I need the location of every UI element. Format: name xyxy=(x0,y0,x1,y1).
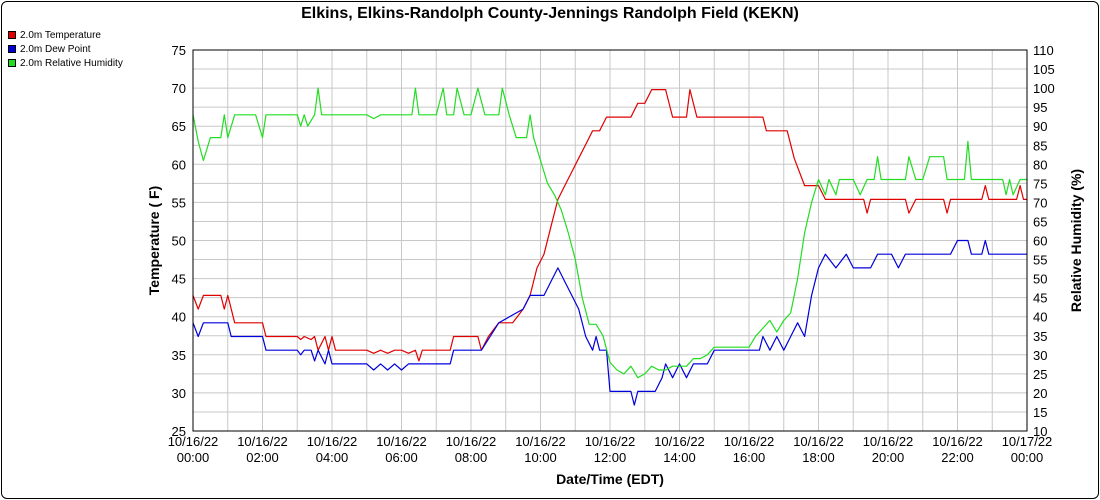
y-right-tick-label: 10 xyxy=(1033,424,1047,439)
x-tick-time-label: 04:00 xyxy=(316,450,349,465)
y-right-tick-label: 60 xyxy=(1033,234,1047,249)
legend-item-relative-humidity: 2.0m Relative Humidity xyxy=(8,56,123,70)
x-tick-time-label: 22:00 xyxy=(941,450,974,465)
y-right-tick-label: 15 xyxy=(1033,405,1047,420)
x-tick-time-label: 14:00 xyxy=(663,450,696,465)
legend-swatch-temperature xyxy=(8,31,16,39)
y-axis-label-left: Temperature ( F) xyxy=(146,186,162,295)
legend-swatch-dew-point xyxy=(8,45,16,53)
y-right-tick-label: 95 xyxy=(1033,100,1047,115)
y-right-tick-label: 30 xyxy=(1033,348,1047,363)
y-left-tick-label: 30 xyxy=(172,386,186,401)
y-left-tick-label: 75 xyxy=(172,43,186,58)
y-left-tick-label: 55 xyxy=(172,195,186,210)
tick-labels: 10 15 20 25 30 35 40 45 50 55 60 65 70 75 80 85 90 95 100 1… xyxy=(168,43,1055,465)
y-left-tick-label: 45 xyxy=(172,272,186,287)
y-left-tick-label: 50 xyxy=(172,234,186,249)
x-tick-date-label: 10/16/22 xyxy=(446,434,497,449)
chart-title: Elkins, Elkins-Randolph County-Jennings … xyxy=(301,5,799,22)
x-tick-time-label: 02:00 xyxy=(246,450,279,465)
y-right-tick-label: 105 xyxy=(1033,62,1055,77)
y-right-tick-label: 85 xyxy=(1033,138,1047,153)
y-right-tick-label: 25 xyxy=(1033,367,1047,382)
x-tick-time-label: 16:00 xyxy=(733,450,766,465)
y-right-tick-label: 110 xyxy=(1033,43,1054,58)
y-right-tick-label: 75 xyxy=(1033,176,1047,191)
x-tick-time-label: 20:00 xyxy=(872,450,905,465)
x-tick-date-label: 10/16/22 xyxy=(237,434,288,449)
x-tick-time-label: 18:00 xyxy=(802,450,835,465)
y-right-tick-label: 55 xyxy=(1033,253,1047,268)
y-right-tick-label: 100 xyxy=(1033,81,1055,96)
y-right-tick-label: 80 xyxy=(1033,157,1047,172)
plot-border xyxy=(192,49,1028,432)
x-axis-label: Date/Time (EDT) xyxy=(556,471,664,487)
x-tick-date-label: 10/17/22 xyxy=(1002,434,1053,449)
y-axis-label-right: Relative Humidity (%) xyxy=(1068,169,1084,312)
x-tick-date-label: 10/16/22 xyxy=(376,434,427,449)
x-tick-date-label: 10/16/22 xyxy=(793,434,844,449)
series-line-2-0m-relative-humidity xyxy=(192,87,1027,379)
legend-label-relative-humidity: 2.0m Relative Humidity xyxy=(20,57,123,69)
y-left-tick-label: 25 xyxy=(172,424,186,439)
series-line-2-0m-dew-point xyxy=(192,239,1027,406)
y-right-tick-label: 40 xyxy=(1033,310,1047,325)
y-right-tick-label: 50 xyxy=(1033,272,1047,287)
y-left-tick-label: 35 xyxy=(172,348,186,363)
y-left-tick-label: 60 xyxy=(172,157,186,172)
y-right-tick-label: 65 xyxy=(1033,214,1047,229)
x-tick-time-label: 00:00 xyxy=(177,450,210,465)
y-right-tick-label: 35 xyxy=(1033,329,1047,344)
x-tick-date-label: 10/16/22 xyxy=(515,434,566,449)
x-tick-date-label: 10/16/22 xyxy=(585,434,636,449)
y-left-tick-label: 40 xyxy=(172,310,186,325)
legend-swatch-relative-humidity xyxy=(8,59,16,67)
legend-label-temperature: 2.0m Temperature xyxy=(20,29,101,41)
legend: 2.0m Temperature 2.0m Dew Point 2.0m Rel… xyxy=(8,28,123,70)
x-tick-time-label: 06:00 xyxy=(385,450,418,465)
legend-item-dew-point: 2.0m Dew Point xyxy=(8,42,123,56)
series-line-2-0m-temperature xyxy=(192,88,1027,362)
y-left-tick-label: 65 xyxy=(172,119,186,134)
y-right-tick-label: 70 xyxy=(1033,195,1047,210)
x-tick-time-label: 10:00 xyxy=(524,450,557,465)
legend-item-temperature: 2.0m Temperature xyxy=(8,28,123,42)
x-tick-date-label: 10/16/22 xyxy=(654,434,705,449)
series-lines xyxy=(192,87,1027,406)
x-tick-date-label: 10/16/22 xyxy=(932,434,983,449)
y-right-tick-label: 20 xyxy=(1033,386,1047,401)
y-right-tick-label: 90 xyxy=(1033,119,1047,134)
x-tick-date-label: 10/16/22 xyxy=(168,434,219,449)
x-tick-date-label: 10/16/22 xyxy=(863,434,914,449)
x-tick-time-label: 12:00 xyxy=(594,450,627,465)
x-tick-time-label: 00:00 xyxy=(1011,450,1044,465)
x-tick-time-label: 08:00 xyxy=(455,450,488,465)
legend-label-dew-point: 2.0m Dew Point xyxy=(20,43,91,55)
y-right-tick-label: 45 xyxy=(1033,291,1047,306)
grid xyxy=(192,49,1028,432)
x-tick-date-label: 10/16/22 xyxy=(724,434,775,449)
y-left-tick-label: 70 xyxy=(172,81,186,96)
x-tick-date-label: 10/16/22 xyxy=(307,434,358,449)
